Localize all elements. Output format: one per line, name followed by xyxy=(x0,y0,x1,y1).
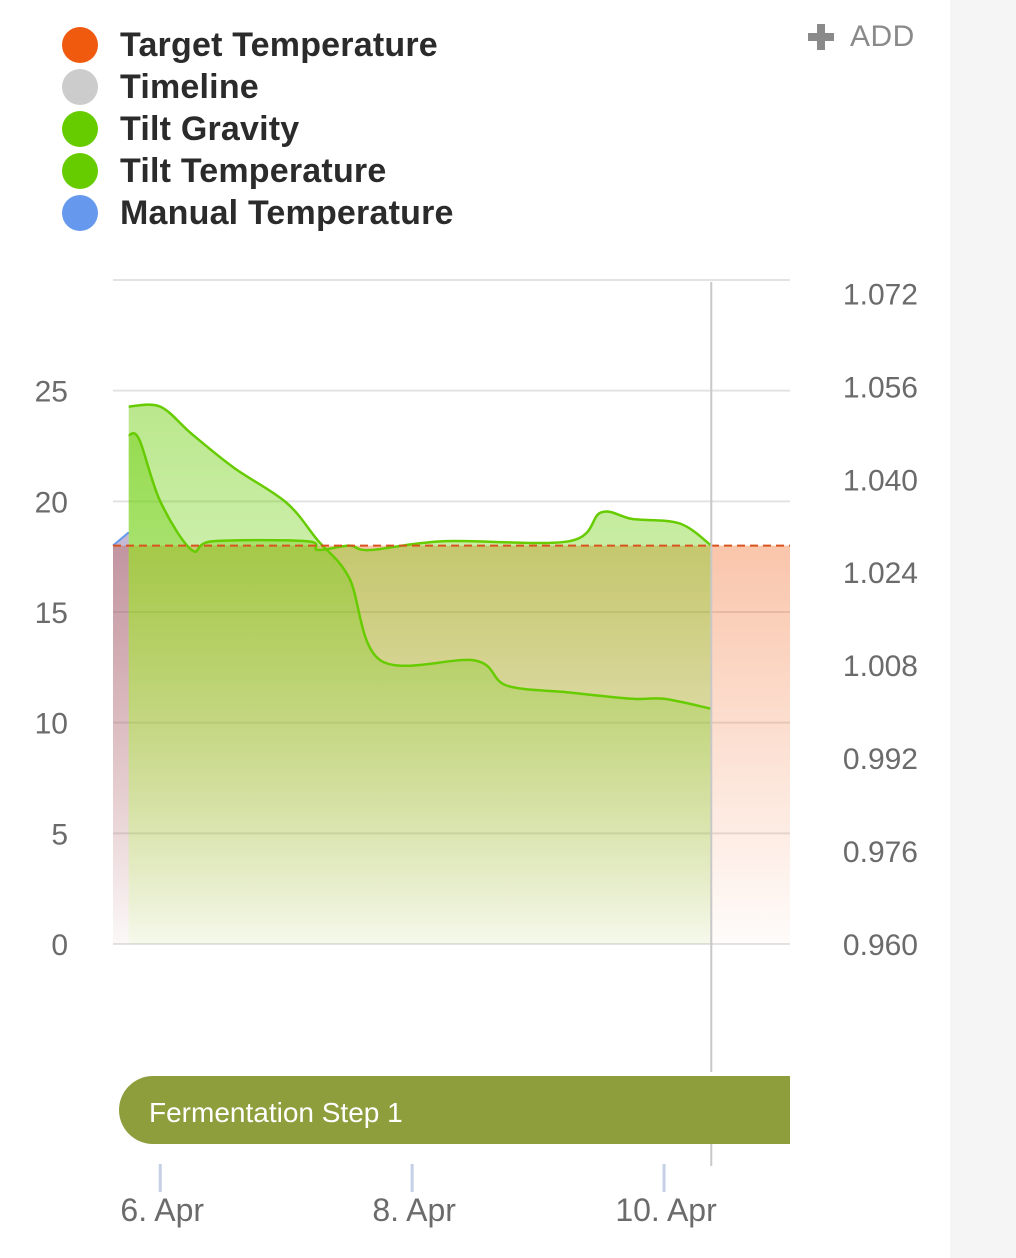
y-tick-label-left: 10 xyxy=(35,708,68,741)
y-tick-label-right: 1.056 xyxy=(843,371,918,404)
legend-label: Manual Temperature xyxy=(120,193,454,232)
plus-icon xyxy=(806,22,836,52)
add-button[interactable]: ADD xyxy=(806,20,915,54)
x-tick-label: 10. Apr xyxy=(615,1192,717,1228)
timeline-step-label: Fermentation Step 1 xyxy=(149,1097,403,1128)
legend-label: Tilt Gravity xyxy=(120,109,300,148)
legend-label: Target Temperature xyxy=(120,25,438,64)
legend-item[interactable]: Target Temperature xyxy=(62,24,454,66)
y-tick-label-left: 20 xyxy=(35,486,68,519)
legend-label: Timeline xyxy=(120,67,259,106)
y-tick-label-left: 0 xyxy=(51,929,68,962)
legend-item[interactable]: Tilt Temperature xyxy=(62,150,454,192)
legend-swatch xyxy=(62,195,98,231)
add-button-label: ADD xyxy=(850,20,915,53)
manual-temperature-line xyxy=(112,531,130,547)
legend-swatch xyxy=(62,27,98,63)
y-tick-label-right: 0.992 xyxy=(843,743,918,776)
legend-item[interactable]: Tilt Gravity xyxy=(62,108,454,150)
side-panel-strip xyxy=(950,0,1016,1258)
chart-legend: Target Temperature Timeline Tilt Gravity Ti… xyxy=(62,24,454,234)
y-tick-label-left: 15 xyxy=(35,597,68,630)
y-tick-label-right: 1.040 xyxy=(843,464,918,497)
y-tick-label-right: 0.960 xyxy=(843,929,918,962)
tilt-gravity-line xyxy=(128,403,712,710)
y-tick-label-left: 25 xyxy=(35,376,68,409)
timeline-step-bar xyxy=(119,1076,790,1144)
y-tick-label-left: 5 xyxy=(51,818,68,851)
y-tick-label-right: 1.024 xyxy=(843,557,918,590)
legend-item[interactable]: Manual Temperature xyxy=(62,192,454,234)
x-tick-label: 8. Apr xyxy=(372,1192,456,1228)
legend-swatch xyxy=(62,153,98,189)
legend-swatch xyxy=(62,69,98,105)
legend-swatch xyxy=(62,111,98,147)
manual-temperature-area xyxy=(113,532,129,944)
legend-item[interactable]: Timeline xyxy=(62,66,454,108)
y-tick-label-right: 1.072 xyxy=(843,278,918,311)
y-tick-label-right: 0.976 xyxy=(843,836,918,869)
y-tick-label-right: 1.008 xyxy=(843,650,918,683)
legend-label: Tilt Temperature xyxy=(120,151,387,190)
x-tick-label: 6. Apr xyxy=(120,1192,204,1228)
